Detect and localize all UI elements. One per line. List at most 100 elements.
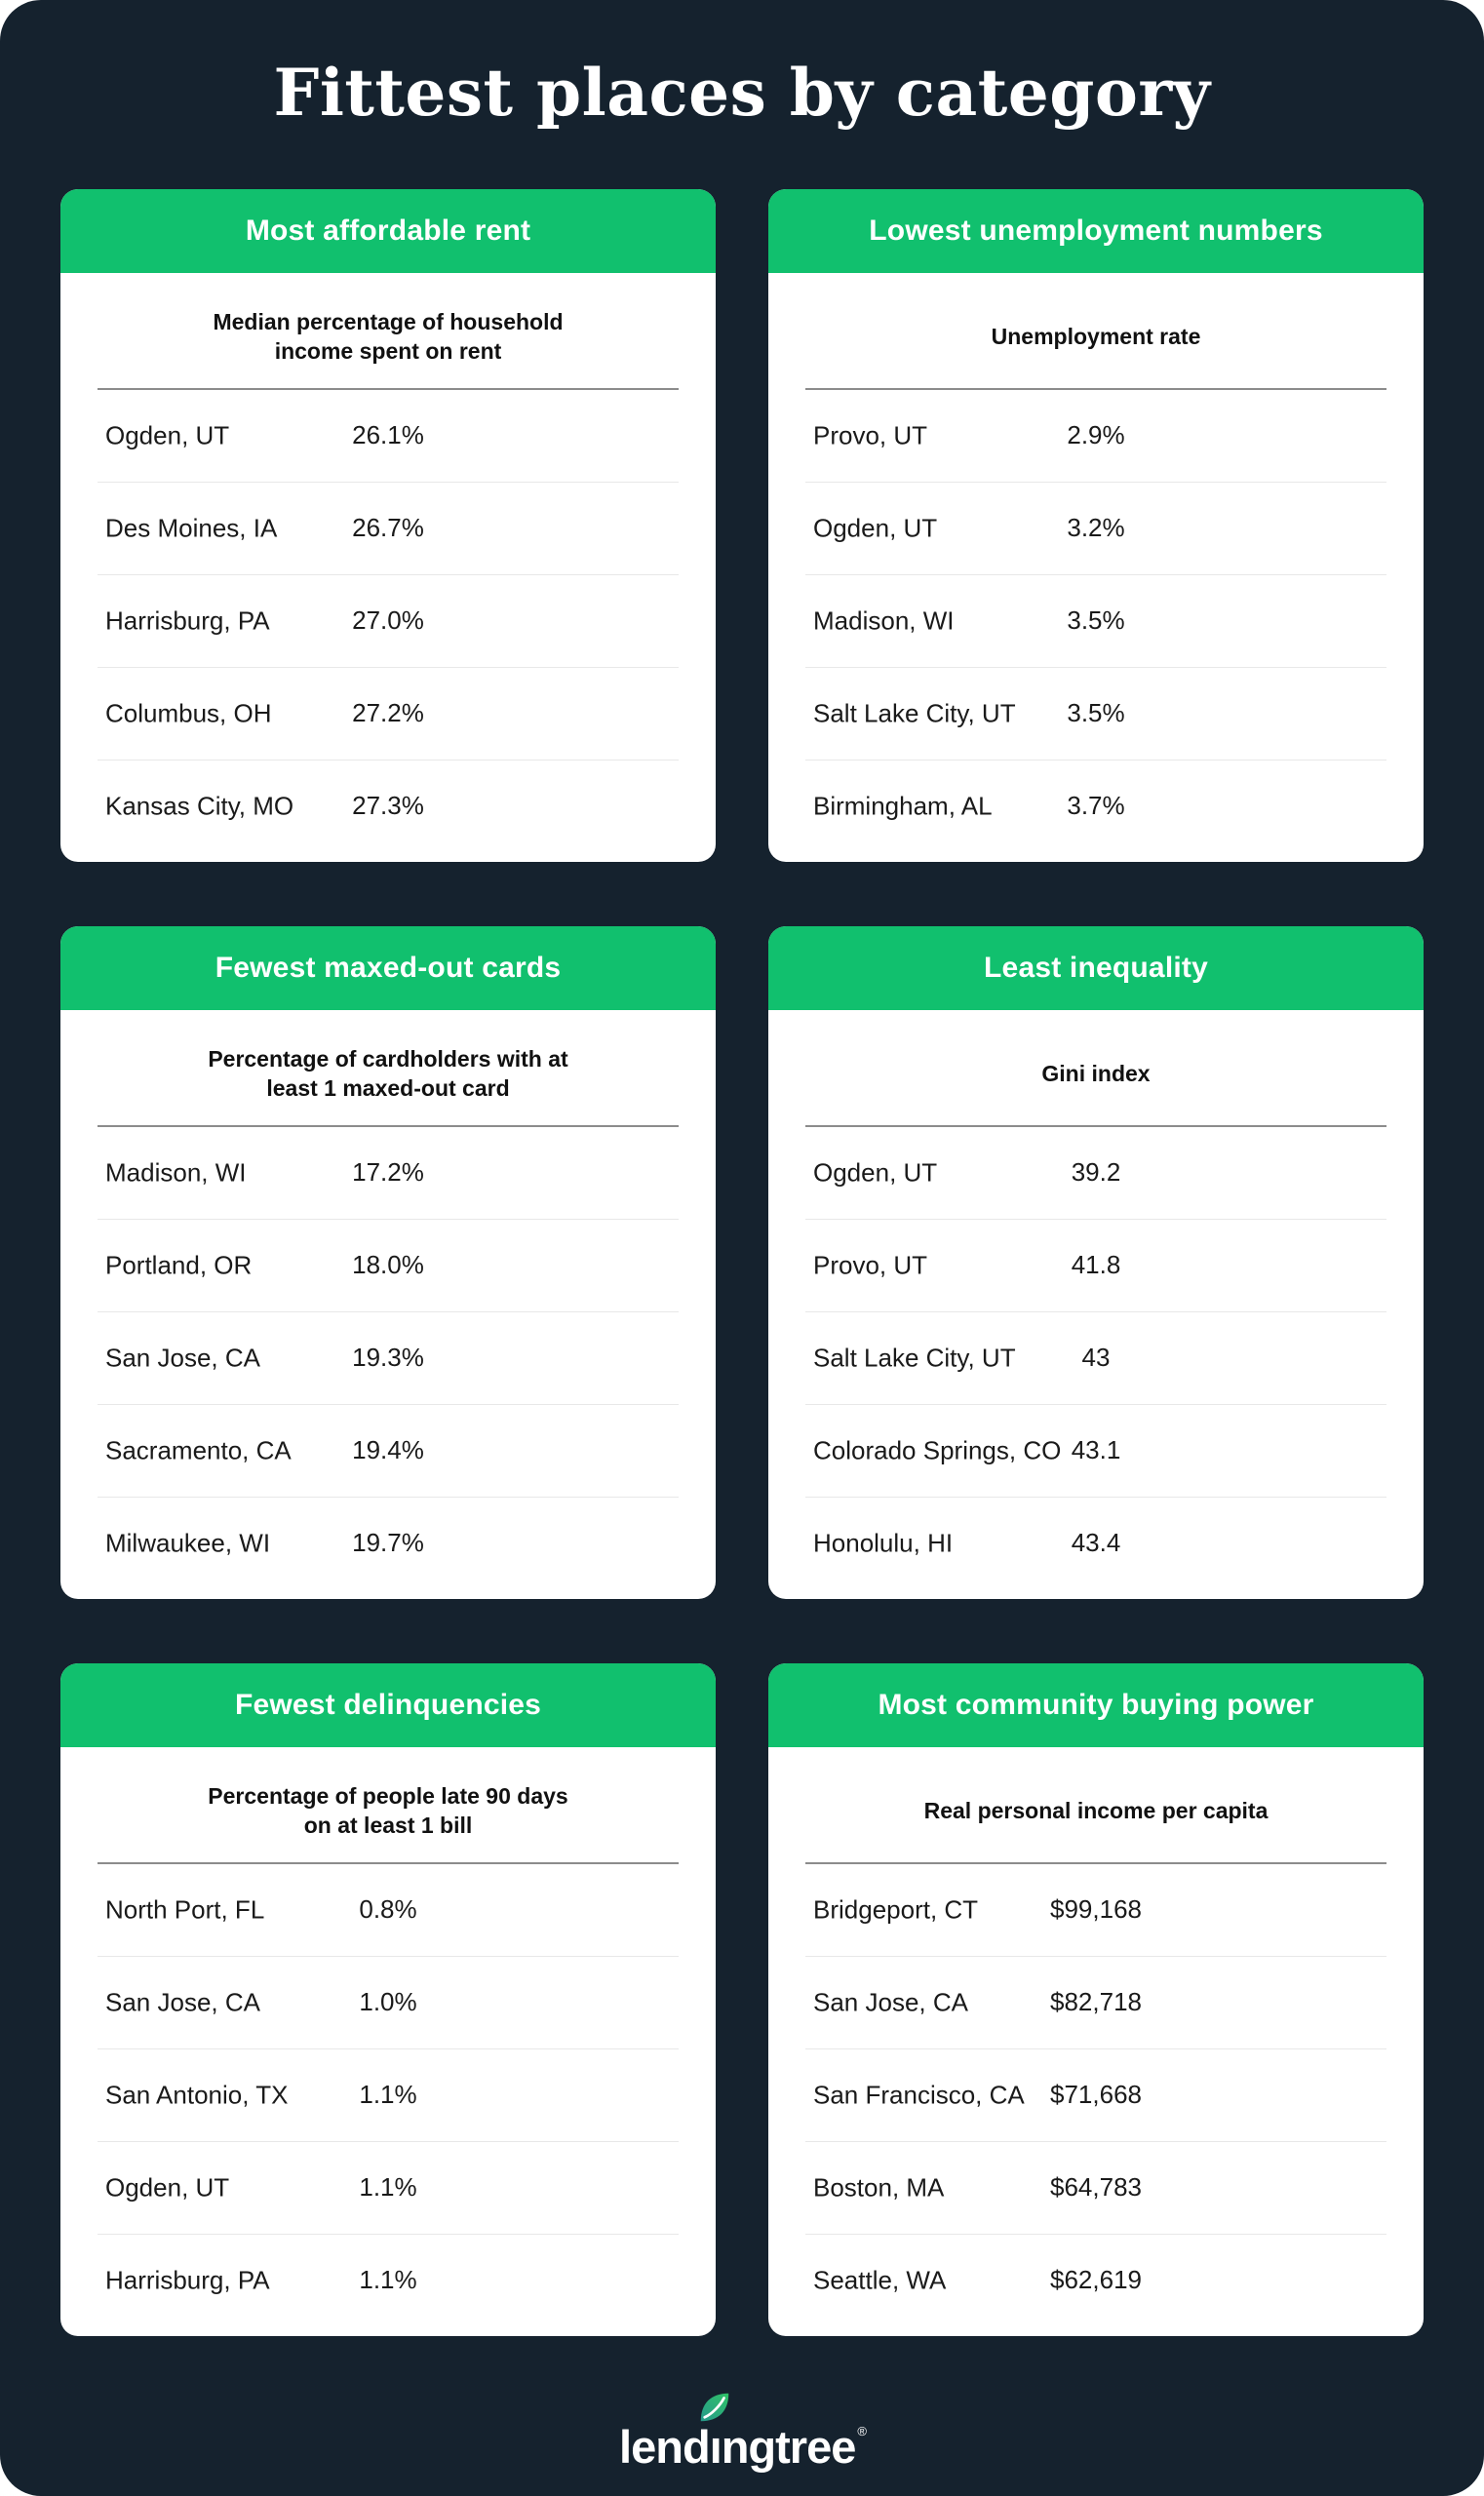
category-card-title: Most community buying power bbox=[878, 1688, 1314, 1721]
city-value: $64,783 bbox=[1050, 2172, 1142, 2203]
table-row: Des Moines, IA 26.7% bbox=[98, 481, 679, 574]
category-card: Fewest delinquencies Percentage of peopl… bbox=[60, 1662, 716, 2336]
table-row: Kansas City, MO 27.3% bbox=[98, 759, 679, 852]
city-label: Provo, UT bbox=[813, 420, 928, 450]
category-card-header: Most affordable rent bbox=[60, 188, 716, 273]
category-card-header: Fewest delinquencies bbox=[60, 1662, 716, 1747]
category-card-body: Unemployment rate Provo, UT 2.9% Ogden, … bbox=[768, 273, 1424, 862]
city-label: Kansas City, MO bbox=[105, 791, 294, 821]
table-row: Provo, UT 2.9% bbox=[805, 390, 1386, 482]
city-value: 3.2% bbox=[1067, 513, 1125, 543]
city-value: 1.0% bbox=[359, 1987, 417, 2017]
value-column-header: Percentage of people late 90 days on at … bbox=[208, 1782, 568, 1838]
category-card: Lowest unemployment numbers Unemployment… bbox=[768, 188, 1424, 862]
category-card-title: Fewest maxed-out cards bbox=[215, 951, 562, 984]
footer: lendıngtree ® bbox=[60, 2387, 1424, 2474]
value-column-header: Gini index bbox=[1041, 1060, 1151, 1086]
city-label: Columbus, OH bbox=[105, 698, 272, 728]
header-divider bbox=[98, 387, 679, 390]
city-value: $62,619 bbox=[1050, 2265, 1142, 2295]
table-row: Sacramento, CA 19.4% bbox=[98, 1403, 679, 1497]
category-card-header: Lowest unemployment numbers bbox=[768, 188, 1424, 273]
category-card-body: Gini index Ogden, UT 39.2 Provo, UT 41.8… bbox=[768, 1010, 1424, 1599]
page-title: Fittest places by category bbox=[273, 55, 1211, 131]
category-card-title: Fewest delinquencies bbox=[234, 1688, 542, 1721]
city-value: 27.2% bbox=[352, 698, 424, 728]
city-rows: Provo, UT 2.9% Ogden, UT 3.2% Madison, W… bbox=[805, 390, 1386, 852]
city-label: Colorado Springs, CO bbox=[813, 1435, 1062, 1465]
table-row: Bridgeport, CT $99,168 bbox=[805, 1864, 1386, 1956]
table-row: North Port, FL 0.8% bbox=[98, 1864, 679, 1956]
category-card-title: Least inequality bbox=[984, 951, 1208, 984]
table-row: San Jose, CA 19.3% bbox=[98, 1310, 679, 1404]
table-row: Portland, OR 18.0% bbox=[98, 1218, 679, 1311]
category-card: Most community buying power Real persona… bbox=[768, 1662, 1424, 2336]
city-label: Harrisburg, PA bbox=[105, 2265, 270, 2295]
value-column-header: Unemployment rate bbox=[991, 323, 1201, 349]
city-label: Madison, WI bbox=[813, 605, 955, 636]
city-rows: North Port, FL 0.8% San Jose, CA 1.0% Sa… bbox=[98, 1864, 679, 2326]
city-label: San Jose, CA bbox=[813, 1987, 968, 2017]
city-label: Salt Lake City, UT bbox=[813, 1343, 1016, 1373]
city-value: 19.7% bbox=[352, 1528, 424, 1558]
header-divider bbox=[805, 1124, 1386, 1127]
table-row: Salt Lake City, UT 43 bbox=[805, 1310, 1386, 1404]
city-label: Honolulu, HI bbox=[813, 1528, 954, 1558]
leaf-icon bbox=[700, 2393, 729, 2422]
city-value: 41.8 bbox=[1071, 1250, 1121, 1280]
city-value: 27.0% bbox=[352, 605, 424, 636]
city-label: Bridgeport, CT bbox=[813, 1894, 979, 1925]
table-row: Harrisburg, PA 27.0% bbox=[98, 573, 679, 667]
table-row: Boston, MA $64,783 bbox=[805, 2140, 1386, 2234]
table-row: Salt Lake City, UT 3.5% bbox=[805, 666, 1386, 760]
table-row: Ogden, UT 1.1% bbox=[98, 2140, 679, 2234]
city-label: Seattle, WA bbox=[813, 2265, 947, 2295]
city-label: Ogden, UT bbox=[105, 420, 230, 450]
registered-mark: ® bbox=[857, 2423, 867, 2438]
city-value: 0.8% bbox=[359, 1894, 417, 1925]
table-row: Columbus, OH 27.2% bbox=[98, 666, 679, 760]
city-value: 26.1% bbox=[352, 420, 424, 450]
city-value: 43.4 bbox=[1071, 1528, 1121, 1558]
city-label: San Antonio, TX bbox=[105, 2080, 289, 2110]
city-value: 2.9% bbox=[1067, 420, 1125, 450]
city-label: Boston, MA bbox=[813, 2172, 945, 2203]
header-divider bbox=[98, 1124, 679, 1127]
city-value: 3.5% bbox=[1067, 698, 1125, 728]
city-rows: Ogden, UT 39.2 Provo, UT 41.8 Salt Lake … bbox=[805, 1127, 1386, 1589]
city-value: 39.2 bbox=[1071, 1157, 1121, 1188]
table-row: Seattle, WA $62,619 bbox=[805, 2233, 1386, 2326]
city-value: $82,718 bbox=[1050, 1987, 1142, 2017]
city-label: San Jose, CA bbox=[105, 1987, 260, 2017]
table-row: Milwaukee, WI 19.7% bbox=[98, 1496, 679, 1589]
table-row: Madison, WI 17.2% bbox=[98, 1127, 679, 1219]
city-value: 27.3% bbox=[352, 791, 424, 821]
category-card-body: Real personal income per capita Bridgepo… bbox=[768, 1747, 1424, 2336]
table-row: Harrisburg, PA 1.1% bbox=[98, 2233, 679, 2326]
value-column-header: Real personal income per capita bbox=[923, 1797, 1269, 1823]
cards-grid: Most affordable rent Median percentage o… bbox=[60, 188, 1424, 2336]
category-card-title: Lowest unemployment numbers bbox=[869, 214, 1323, 247]
city-rows: Ogden, UT 26.1% Des Moines, IA 26.7% Har… bbox=[98, 390, 679, 852]
category-card-header: Most community buying power bbox=[768, 1662, 1424, 1747]
table-row: San Antonio, TX 1.1% bbox=[98, 2048, 679, 2141]
city-label: Des Moines, IA bbox=[105, 513, 278, 543]
lendingtree-logo: lendıngtree ® bbox=[619, 2387, 867, 2474]
category-card: Most affordable rent Median percentage o… bbox=[60, 188, 716, 862]
city-rows: Madison, WI 17.2% Portland, OR 18.0% San… bbox=[98, 1127, 679, 1589]
table-row: Colorado Springs, CO 43.1 bbox=[805, 1403, 1386, 1497]
table-row: San Francisco, CA $71,668 bbox=[805, 2048, 1386, 2141]
city-label: San Jose, CA bbox=[105, 1343, 260, 1373]
city-value: $71,668 bbox=[1050, 2080, 1142, 2110]
city-value: 19.4% bbox=[352, 1435, 424, 1465]
city-value: 1.1% bbox=[359, 2080, 417, 2110]
category-card: Fewest maxed-out cards Percentage of car… bbox=[60, 925, 716, 1599]
category-card-body: Percentage of people late 90 days on at … bbox=[60, 1747, 716, 2336]
city-label: Birmingham, AL bbox=[813, 791, 993, 821]
category-card-header: Fewest maxed-out cards bbox=[60, 925, 716, 1010]
header-divider bbox=[98, 1861, 679, 1864]
category-card-body: Median percentage of household income sp… bbox=[60, 273, 716, 862]
table-row: Ogden, UT 3.2% bbox=[805, 481, 1386, 574]
city-label: Salt Lake City, UT bbox=[813, 698, 1016, 728]
